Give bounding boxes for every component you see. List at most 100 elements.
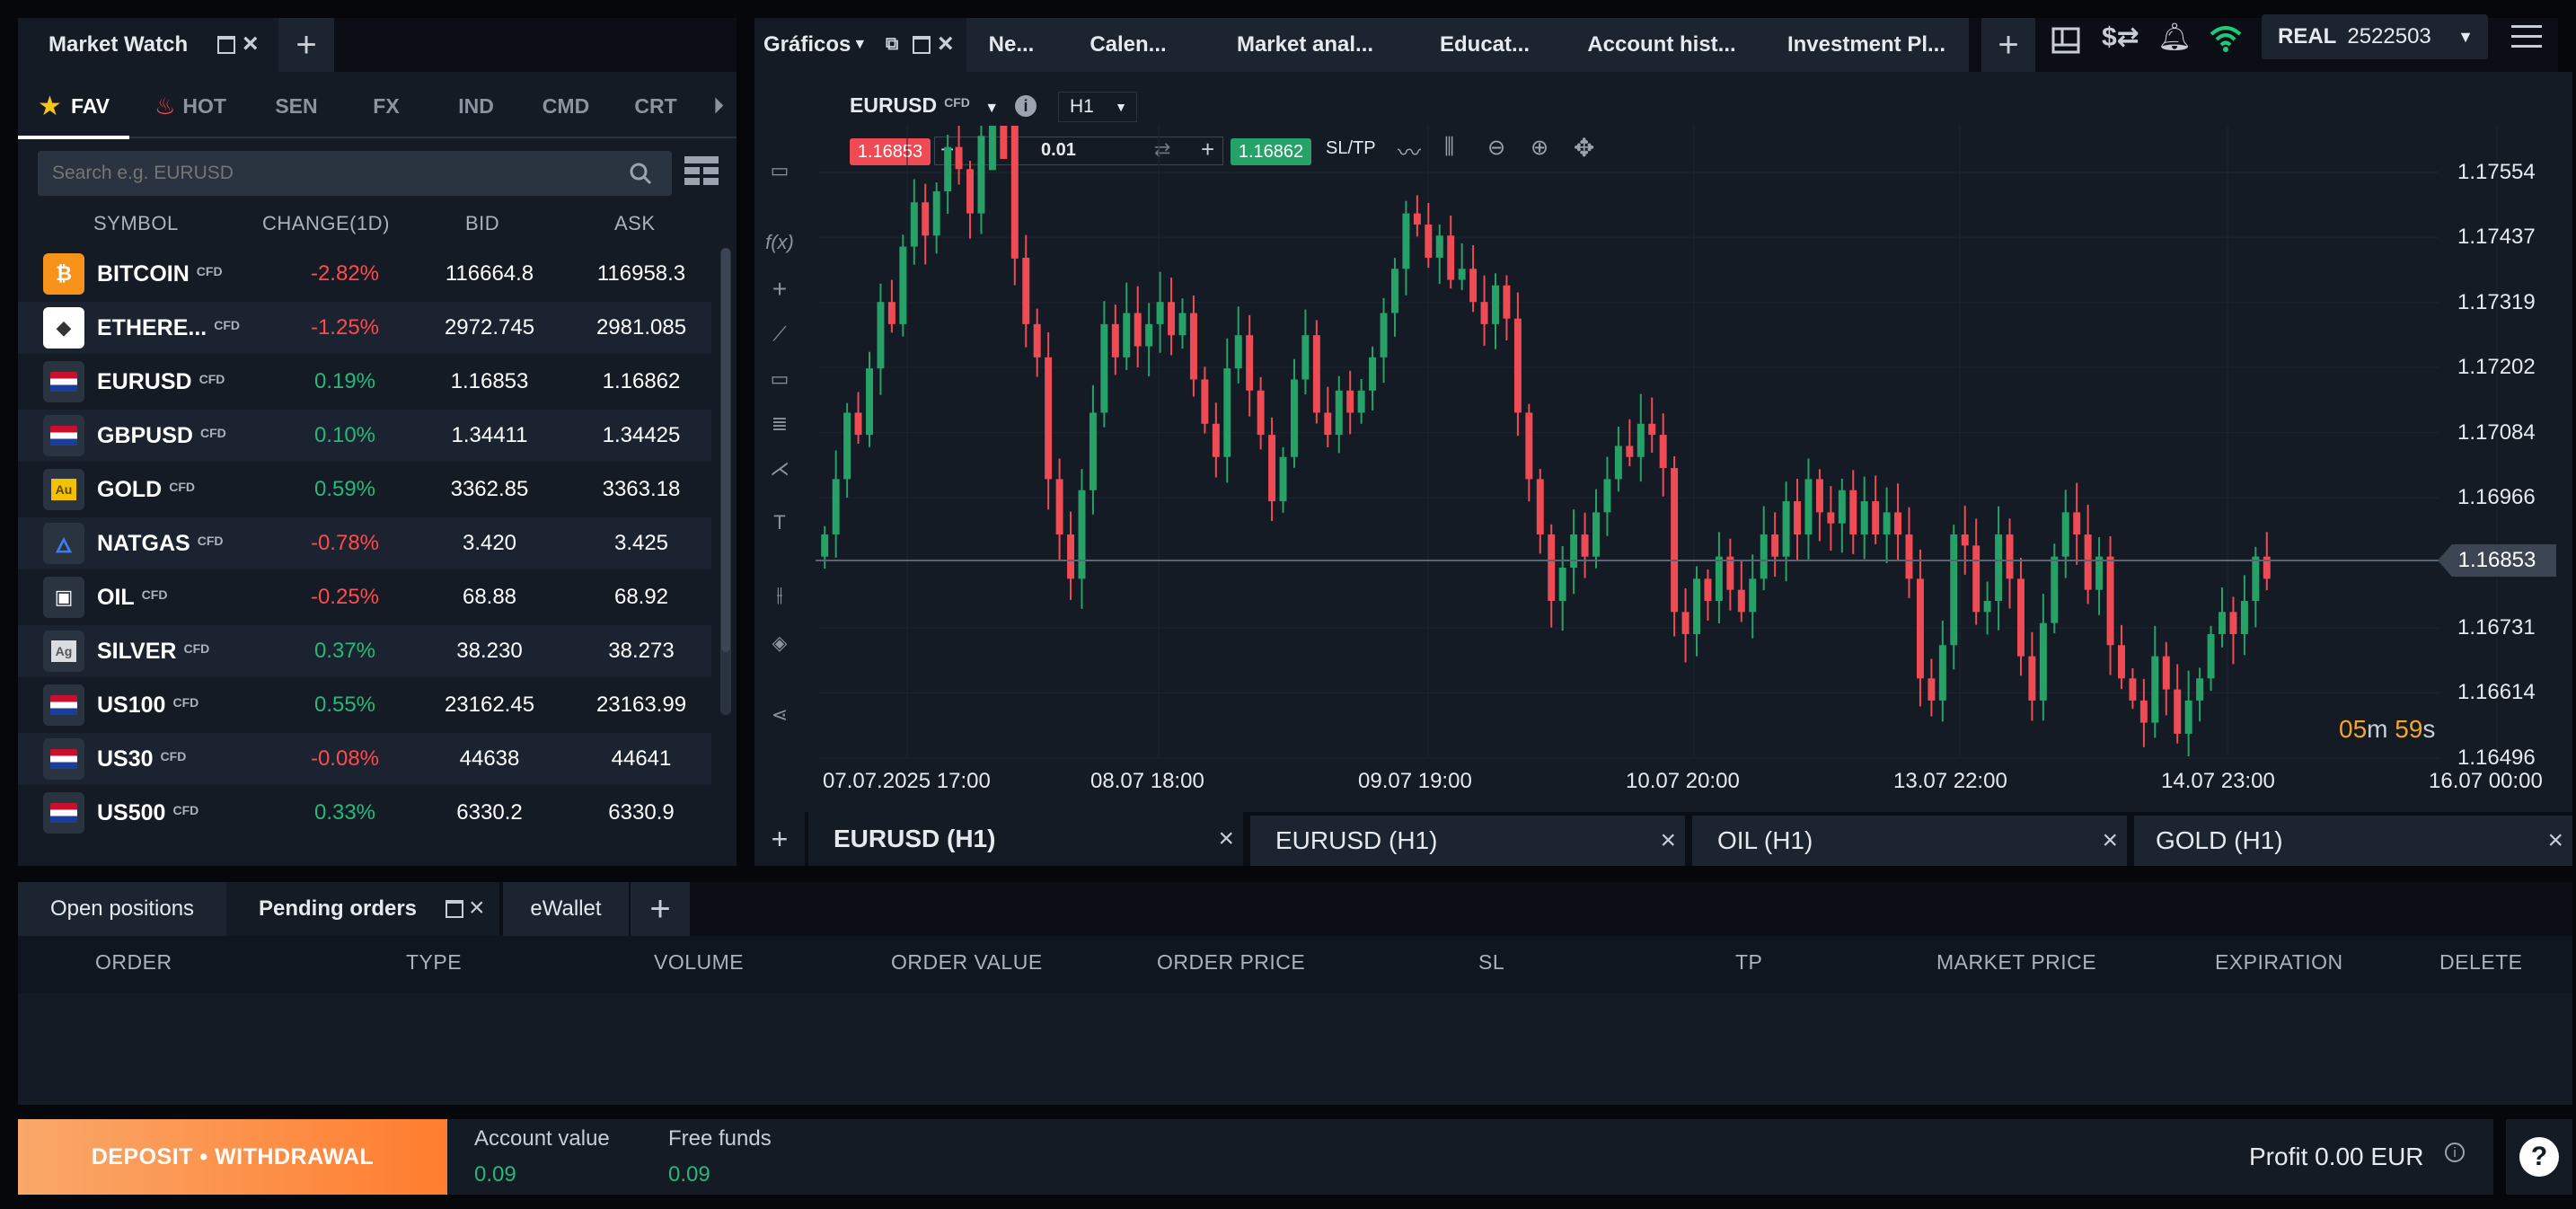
col-header-change[interactable]: CHANGE(1D): [262, 212, 390, 234]
help-button[interactable]: ?: [2506, 1119, 2572, 1195]
symbol-row[interactable]: ◆ ETHERE... CFD -1.25% 2972.745 2981.085: [18, 302, 711, 354]
bell-icon[interactable]: 🔔︎: [2157, 22, 2192, 52]
add-panel-button[interactable]: +: [278, 18, 334, 72]
category-fav[interactable]: ★ FAV: [38, 91, 110, 121]
scroll-categories-icon[interactable]: ⏵: [713, 94, 724, 117]
list-view-icon[interactable]: [684, 156, 719, 185]
symbol-row[interactable]: US500 CFD 0.33% 6330.2 6330.9: [18, 787, 711, 839]
symbol-bid[interactable]: 44638: [459, 746, 520, 771]
category-sen[interactable]: SEN: [275, 93, 318, 118]
buy-price-button[interactable]: 1.16862: [1231, 138, 1311, 165]
tab-account-history[interactable]: Account hist...: [1559, 18, 1764, 72]
line-chart-icon[interactable]: 〰: [1398, 139, 1422, 166]
info-icon[interactable]: i: [1015, 95, 1037, 117]
symbol-bid[interactable]: 1.16853: [450, 369, 529, 393]
symbol-ask[interactable]: 38.273: [608, 639, 675, 663]
add-tab-button[interactable]: +: [1981, 18, 2035, 72]
close-icon[interactable]: ×: [1660, 825, 1676, 855]
symbol-ask[interactable]: 68.92: [613, 585, 669, 609]
category-cmd[interactable]: CMD: [542, 93, 590, 118]
symbol-bid[interactable]: 6330.2: [456, 800, 523, 825]
symbol-ask[interactable]: 116958.3: [596, 261, 686, 286]
close-icon[interactable]: ×: [2547, 825, 2563, 855]
symbol-row[interactable]: 🜂 NATGAS CFD -0.78% 3.420 3.425: [18, 517, 711, 569]
orders-col-tp[interactable]: TP: [1735, 950, 1763, 974]
scrollbar-thumb[interactable]: [721, 248, 730, 652]
layers-icon[interactable]: ◈: [772, 631, 788, 654]
sell-price-button[interactable]: 1.16853: [850, 138, 931, 165]
trendline-icon[interactable]: ⟋: [772, 322, 787, 345]
symbol-bid[interactable]: 2972.745: [444, 315, 535, 340]
increase-volume-button[interactable]: +: [1201, 136, 1215, 163]
tab-graficos[interactable]: Gráficos ▼ ⧉ ×: [754, 18, 966, 72]
symbol-ask[interactable]: 1.16862: [602, 369, 681, 393]
maximize-icon[interactable]: [217, 36, 235, 54]
search-input[interactable]: [38, 151, 613, 196]
profit-info-icon[interactable]: i: [2445, 1143, 2465, 1162]
maximize-icon[interactable]: [446, 900, 463, 918]
symbol-ask[interactable]: 1.34425: [602, 423, 681, 447]
tab-open-positions[interactable]: Open positions: [18, 882, 226, 936]
symbol-bid[interactable]: 116664.8: [445, 261, 534, 286]
tab-calendar[interactable]: Calen...: [1056, 18, 1200, 72]
orders-col-expiration[interactable]: EXPIRATION: [2215, 950, 2343, 974]
symbol-bid[interactable]: 1.34411: [451, 423, 528, 447]
symbol-bid[interactable]: 68.88: [462, 585, 517, 609]
tab-news[interactable]: Ne...: [966, 18, 1056, 72]
symbol-row[interactable]: ▣ OIL CFD -0.25% 68.88 68.92: [18, 571, 711, 623]
close-icon[interactable]: ×: [938, 29, 954, 58]
add-bottom-tab-button[interactable]: +: [631, 882, 690, 936]
symbol-bid[interactable]: 3362.85: [450, 477, 529, 501]
orders-col-order[interactable]: ORDER: [95, 950, 172, 974]
hamburger-menu-icon[interactable]: [2511, 25, 2542, 49]
chart-tab-1[interactable]: EURUSD (H1) ×: [808, 812, 1243, 866]
tab-education[interactable]: Educat...: [1410, 18, 1559, 72]
symbol-row[interactable]: Au GOLD CFD 0.59% 3362.85 3363.18: [18, 463, 711, 516]
account-selector[interactable]: REAL 2522503 ▼: [2262, 14, 2488, 59]
symbol-row[interactable]: ₿ BITCOIN CFD -2.82% 116664.8 116958.3: [18, 248, 711, 300]
pitchfork-icon[interactable]: ⋌: [770, 457, 790, 480]
volume-stepper[interactable]: − 0.01 ⇄ +: [934, 136, 1223, 165]
tab-ewallet[interactable]: eWallet: [503, 882, 629, 936]
orders-col-order-value[interactable]: ORDER VALUE: [891, 950, 1043, 974]
ohlc-icon[interactable]: ⫲: [776, 583, 783, 605]
indicators-icon[interactable]: f(x): [765, 231, 794, 253]
rectangle-icon[interactable]: ▭: [770, 367, 790, 390]
layout-icon[interactable]: [2051, 27, 2080, 54]
candles-icon[interactable]: ⫼: [1444, 135, 1455, 159]
close-icon[interactable]: ×: [243, 29, 259, 58]
symbol-ask[interactable]: 2981.085: [595, 315, 687, 340]
symbol-selector[interactable]: EURUSD CFD ▼: [850, 93, 1000, 117]
close-icon[interactable]: ×: [469, 893, 485, 922]
close-icon[interactable]: ×: [2102, 825, 2118, 855]
volume-value[interactable]: 0.01: [1041, 140, 1076, 160]
col-header-ask[interactable]: ASK: [614, 212, 656, 234]
sltp-button[interactable]: SL/TP: [1326, 138, 1376, 158]
market-watch-tab[interactable]: Market Watch ×: [18, 18, 278, 72]
cursor-tool-icon[interactable]: ▭: [770, 159, 790, 181]
tab-market-analysis[interactable]: Market anal...: [1200, 18, 1410, 72]
add-chart-button[interactable]: +: [754, 812, 805, 866]
maximize-icon[interactable]: [913, 36, 931, 54]
orders-col-volume[interactable]: VOLUME: [654, 950, 745, 974]
search-box[interactable]: [38, 151, 672, 196]
category-crt[interactable]: CRT: [634, 93, 677, 118]
zoom-out-icon[interactable]: ⊖: [1487, 136, 1506, 160]
chart-tab-3[interactable]: OIL (H1) ×: [1692, 816, 2127, 866]
orders-col-order-price[interactable]: ORDER PRICE: [1157, 950, 1306, 974]
category-fx[interactable]: FX: [373, 93, 400, 118]
orders-col-sl[interactable]: SL: [1478, 950, 1505, 974]
deposit-withdrawal-button[interactable]: DEPOSIT • WITHDRAWAL: [18, 1119, 447, 1195]
currency-exchange-icon[interactable]: $⇄: [2102, 22, 2139, 52]
symbol-ask[interactable]: 44641: [611, 746, 672, 771]
symbol-bid[interactable]: 3.420: [462, 531, 517, 555]
orders-col-type[interactable]: TYPE: [406, 950, 463, 974]
col-header-bid[interactable]: BID: [465, 212, 500, 234]
timeframe-selector[interactable]: H1 ▼: [1058, 92, 1137, 122]
move-icon[interactable]: ✥: [1574, 134, 1595, 162]
chart-tab-4[interactable]: GOLD (H1) ×: [2134, 816, 2572, 866]
symbol-row[interactable]: GBPUSD CFD 0.10% 1.34411 1.34425: [18, 410, 711, 462]
text-tool-icon[interactable]: T: [773, 511, 786, 534]
orders-col-market-price[interactable]: MARKET PRICE: [1936, 950, 2097, 974]
symbol-bid[interactable]: 23162.45: [444, 693, 535, 717]
